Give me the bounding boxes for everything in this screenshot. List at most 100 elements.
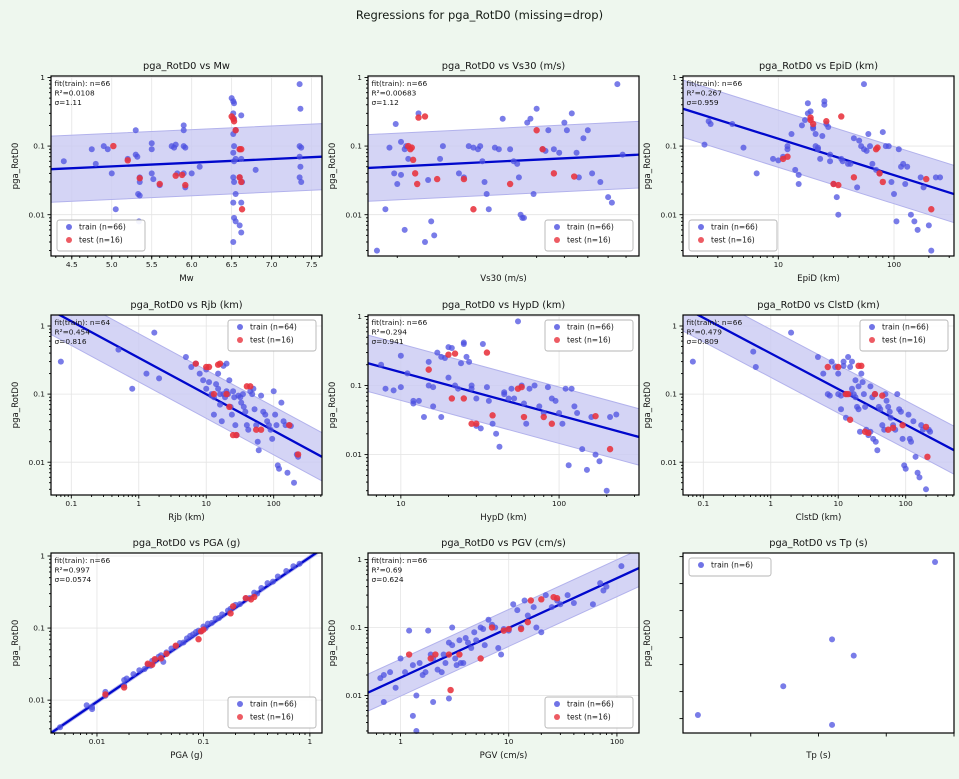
legend-box [544, 319, 634, 352]
x-tick-label: 1 [768, 499, 773, 508]
test-point [286, 421, 293, 429]
train-point [392, 120, 399, 127]
y-tick-label: 0.1 [33, 390, 45, 399]
fit-stats-line: σ=1.11 [55, 98, 83, 107]
train-point [238, 229, 245, 236]
legend-box [859, 319, 949, 352]
subplot-pgv: 1 10 100 1 0.1 0.01 pga_RotD0 vs PGV (cm/s) PGV… [325, 532, 644, 779]
fit-stats-line: R²=0.997 [55, 566, 91, 575]
train-point [750, 348, 757, 355]
train-point [231, 100, 238, 107]
train-point [869, 160, 876, 167]
train-point [129, 385, 136, 392]
train-point [887, 414, 894, 421]
train-point [373, 247, 380, 254]
train-point [849, 358, 856, 365]
x-tick-label: 10 [774, 260, 784, 269]
train-point [826, 392, 833, 399]
train-point [910, 418, 917, 425]
test-point [518, 383, 525, 391]
train-point [243, 422, 250, 429]
train-point [565, 462, 572, 469]
y-tick-label: 1 [40, 552, 45, 561]
ticks [47, 555, 311, 737]
test-point [844, 390, 852, 398]
train-point [386, 144, 393, 151]
train-point [852, 394, 859, 401]
train-point [511, 395, 518, 402]
x-tick-label: 6.5 [226, 260, 238, 269]
subplot-canvas: pga_RotD0 vs Tp (s) Tp (s) pga_RotD0 train … [643, 538, 955, 761]
test-point [409, 156, 417, 164]
test-point [445, 651, 453, 658]
train-point [907, 211, 914, 218]
train-point [273, 422, 280, 429]
train-point [918, 422, 925, 429]
legend-label: test (n=16) [567, 713, 611, 722]
train-point [463, 353, 470, 360]
train-point [136, 667, 143, 674]
legend: train (n=66) test (n=16) [227, 696, 317, 729]
train-point [821, 101, 828, 108]
train-point [854, 184, 861, 191]
train-point [835, 211, 842, 218]
test-point [102, 691, 109, 698]
train-point [151, 329, 158, 336]
scatter-layer [377, 563, 625, 734]
scatter-layer [694, 559, 939, 728]
train-point [597, 580, 604, 587]
train-point [614, 81, 621, 88]
legend-box [544, 696, 634, 729]
test-point [238, 206, 246, 213]
train-point [420, 414, 427, 421]
train-point [798, 122, 805, 129]
train-point [859, 379, 866, 386]
train-point [470, 144, 477, 151]
train-point [387, 669, 394, 676]
train-point [729, 120, 736, 127]
fit-layer [51, 315, 322, 482]
train-point [150, 176, 157, 183]
x-tick-label: 1 [308, 737, 313, 746]
test-point [488, 624, 496, 631]
test-point [850, 174, 858, 181]
subplot-hypd: 10 100 1 0.1 0.01 pga_RotD0 vs HypD (km) HypD … [325, 294, 644, 541]
test-point [448, 395, 456, 402]
fit-stats-line: fit(train): n=66 [55, 556, 111, 565]
legend: train (n=66) test (n=16) [544, 696, 634, 729]
train-point [562, 385, 569, 392]
legend-label: test (n=16) [250, 713, 294, 722]
x-tick-label: 0.1 [697, 499, 709, 508]
test-point [205, 363, 213, 371]
x-tick-label: 100 [899, 499, 913, 508]
train-point [707, 120, 714, 127]
test-point [182, 181, 189, 189]
train-point [473, 637, 480, 644]
test-point [210, 390, 218, 398]
test-point [489, 412, 496, 419]
train-point [694, 712, 701, 718]
y-axis-label: pga_RotD0 [11, 382, 21, 429]
train-point [437, 155, 444, 162]
plot-frame [50, 75, 323, 257]
train-point [563, 127, 570, 134]
legend: train (n=66) test (n=16) [544, 319, 634, 352]
train-point [473, 395, 480, 402]
test-point [570, 173, 578, 180]
legend-marker-test [554, 237, 560, 243]
train-point [619, 151, 626, 158]
fit-stats-line: σ=0.0574 [55, 575, 92, 584]
y-tick-label: 0.01 [661, 210, 678, 219]
train-point [545, 127, 552, 134]
test-point [148, 661, 156, 668]
train-point [827, 151, 834, 158]
test-point [421, 113, 429, 120]
test-point [252, 426, 260, 433]
train-point [219, 611, 226, 618]
train-point [568, 385, 575, 392]
legend-marker-test [554, 337, 560, 343]
x-tick-label: 4.5 [66, 260, 78, 269]
test-point [157, 655, 165, 662]
train-point [847, 160, 854, 167]
train-point [409, 662, 416, 669]
